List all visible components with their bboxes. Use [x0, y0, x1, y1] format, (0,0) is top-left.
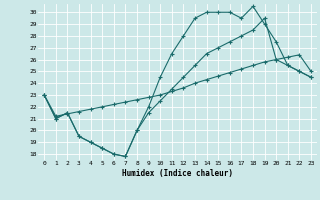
X-axis label: Humidex (Indice chaleur): Humidex (Indice chaleur)	[122, 169, 233, 178]
